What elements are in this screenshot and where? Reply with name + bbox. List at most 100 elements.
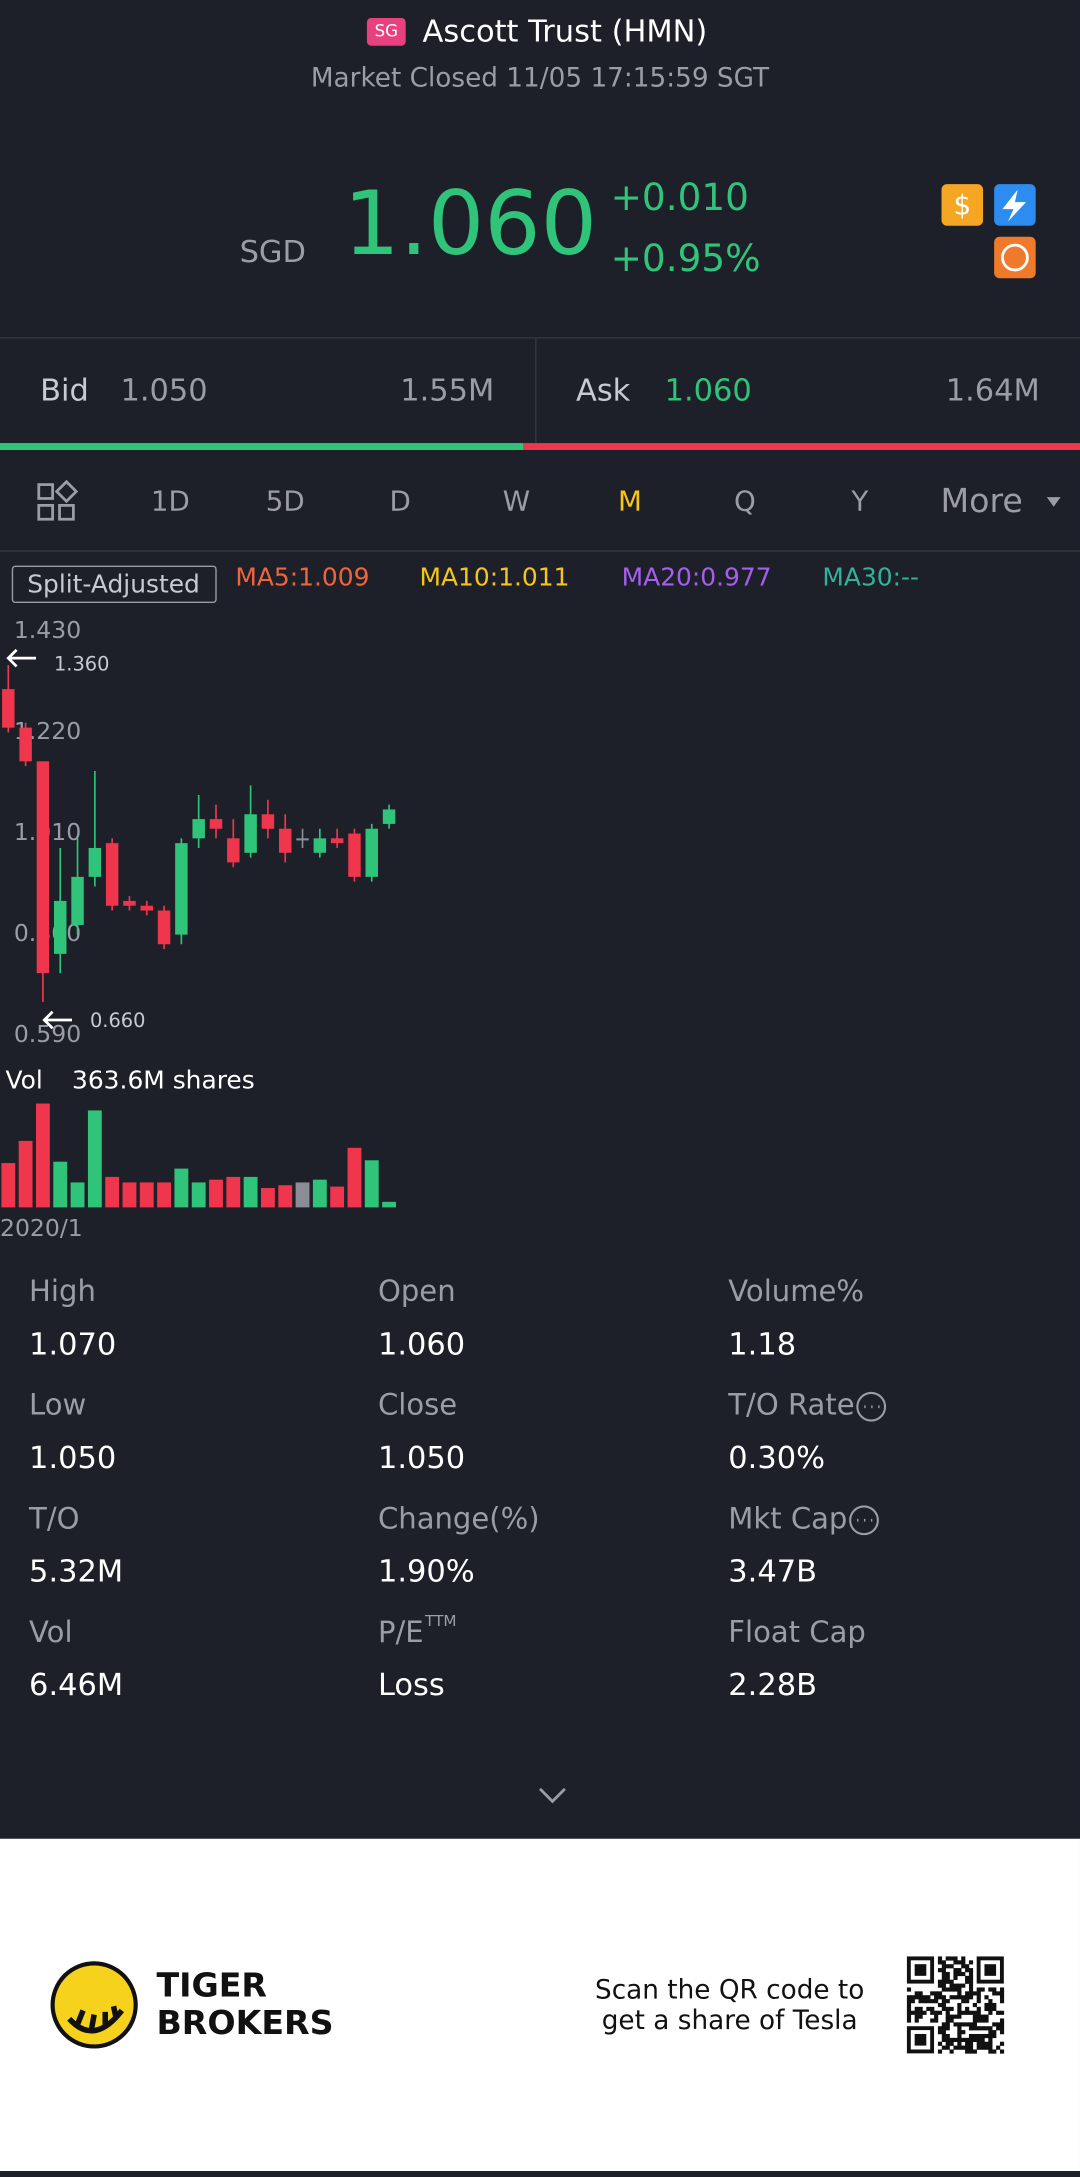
ask-price: 1.060 xyxy=(665,373,752,408)
qr-cell xyxy=(976,1995,981,2000)
qr-cell xyxy=(945,2026,950,2031)
qr-cell xyxy=(965,1968,970,1973)
info-icon[interactable] xyxy=(856,1391,887,1422)
qr-cell xyxy=(972,2049,977,2054)
period-tab[interactable]: Q xyxy=(734,485,756,518)
info-icon[interactable] xyxy=(849,1505,879,1536)
logo xyxy=(50,1961,138,2049)
volume-bar xyxy=(122,1182,137,1208)
qr-cell xyxy=(984,2026,989,2031)
qr-cell xyxy=(972,2022,977,2027)
qr-cell xyxy=(926,2006,931,2011)
qr-cell xyxy=(965,1979,970,1984)
qr-cell xyxy=(988,2045,993,2050)
volume-bar xyxy=(157,1182,171,1208)
icon-dollar[interactable] xyxy=(941,184,984,226)
qr-cell xyxy=(976,2041,981,2046)
volume-bar xyxy=(139,1182,154,1208)
period-tab[interactable]: 5D xyxy=(266,485,305,518)
qr-cell xyxy=(999,2026,1005,2031)
qr-code xyxy=(906,1956,1005,2054)
qr-cell xyxy=(949,2037,954,2043)
qr-cell xyxy=(922,1995,927,2000)
qr-cell xyxy=(980,2033,985,2039)
dropdown-arrow xyxy=(1046,497,1061,507)
volume-bar xyxy=(278,1185,293,1208)
qr-cell xyxy=(941,1971,946,1977)
qr-cell xyxy=(918,1991,923,1996)
ma-label: MA10:1.011 xyxy=(420,563,570,592)
qr-cell xyxy=(957,2037,962,2043)
qr-cell xyxy=(949,2014,954,2019)
candle-body xyxy=(140,905,153,911)
candle-body xyxy=(278,828,292,853)
qr-cell xyxy=(945,2033,950,2039)
candle-body xyxy=(36,761,50,974)
stat-value: 6.46M xyxy=(29,1668,123,1703)
stat-value: 1.050 xyxy=(29,1441,116,1476)
qr-cell xyxy=(976,1987,981,1992)
qr-cell xyxy=(941,1968,946,1973)
candle-body xyxy=(209,819,223,829)
expand-chevron[interactable] xyxy=(539,1787,566,1804)
qr-cell xyxy=(914,2006,919,2011)
volume-bar xyxy=(226,1176,241,1208)
qr-cell xyxy=(976,2018,981,2023)
qr-cell xyxy=(961,1971,966,1977)
qr-cell xyxy=(953,2045,958,2050)
stat-value: 5.32M xyxy=(29,1554,123,1589)
qr-cell xyxy=(941,1987,946,1992)
qr-cell xyxy=(953,2022,958,2027)
qr-cell xyxy=(976,2033,981,2039)
qr-cell xyxy=(984,2018,989,2023)
icon-glyph: $ xyxy=(953,188,971,221)
promo: get a share of Tesla xyxy=(602,2006,858,2036)
volume-bar xyxy=(312,1179,327,1208)
vol-text: 363.6M shares xyxy=(72,1065,255,1094)
adjust-box[interactable] xyxy=(11,565,217,603)
period-tab[interactable]: W xyxy=(503,485,530,518)
layout-icon[interactable] xyxy=(37,479,79,521)
candle-body xyxy=(296,838,309,841)
qr-cell xyxy=(980,2014,985,2019)
qr-cell xyxy=(945,2018,950,2023)
qr-cell xyxy=(984,2033,989,2039)
qr-cell xyxy=(930,1991,935,1996)
stat-label: T/O xyxy=(28,1501,79,1535)
period-tab[interactable]: D xyxy=(389,485,410,518)
qr-cell xyxy=(945,2014,950,2019)
candle-body xyxy=(53,900,67,954)
qr-cell xyxy=(906,2002,912,2008)
period-tab[interactable]: M xyxy=(618,485,642,518)
candle-body xyxy=(2,689,15,728)
stat-value: 3.47B xyxy=(728,1554,817,1589)
qr-cell xyxy=(953,1960,958,1965)
period-tab[interactable]: Y xyxy=(850,485,868,518)
qr-cell xyxy=(941,2002,946,2008)
qr-cell xyxy=(976,1991,981,1996)
qr-cell xyxy=(999,2041,1005,2046)
qr-cell xyxy=(999,1995,1005,2000)
qr-cell xyxy=(934,1995,939,2000)
qr-cell xyxy=(922,1999,927,2004)
candle-body xyxy=(88,847,102,877)
qr-cell xyxy=(949,1979,954,1984)
candle-body xyxy=(313,838,327,853)
qr-cell xyxy=(906,2006,912,2011)
qr-cell xyxy=(992,2049,997,2054)
qr-cell xyxy=(976,2014,981,2019)
stat-value: Loss xyxy=(378,1668,445,1703)
candle-body xyxy=(175,843,188,935)
period-tab[interactable]: 1D xyxy=(151,485,190,518)
qr-cell xyxy=(980,2045,985,2050)
qr-cell xyxy=(914,2014,919,2019)
qr-cell xyxy=(961,1964,966,1969)
icon-other[interactable] xyxy=(994,236,1036,279)
qr-cell xyxy=(976,2010,981,2015)
qr-cell xyxy=(941,1995,946,2000)
ask-size: 1.64M xyxy=(946,373,1040,408)
logo-stripes xyxy=(67,2005,125,2034)
low-arrow xyxy=(42,1010,72,1030)
period-tab[interactable]: More xyxy=(941,481,1023,520)
